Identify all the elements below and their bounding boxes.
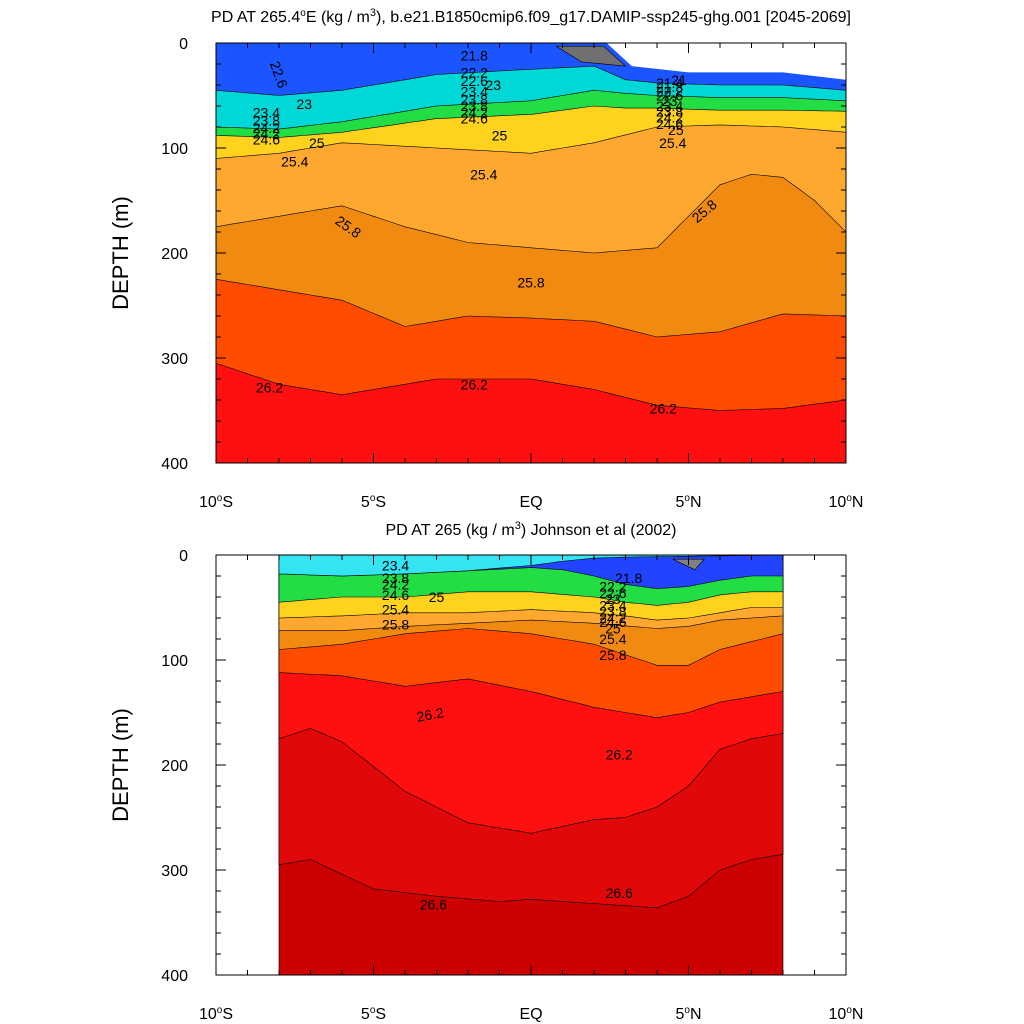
contour-label: 23 bbox=[485, 77, 501, 93]
contour-label: 22.2 bbox=[461, 64, 488, 80]
contour-label: 24.2 bbox=[253, 125, 280, 141]
contour-label: 23.8 bbox=[461, 98, 488, 114]
contour-label: 23.8 bbox=[461, 92, 488, 108]
y-tick-label: 0 bbox=[179, 36, 188, 53]
y-tick-label: 200 bbox=[161, 246, 188, 263]
y-tick-label: 200 bbox=[161, 758, 188, 775]
contour-label: 23.8 bbox=[253, 113, 280, 129]
contour-label: 24.2 bbox=[461, 104, 488, 120]
chart-title: PD AT 265.4oE (kg / m3), b.e21.B1850cmip… bbox=[211, 7, 851, 26]
x-tick-label: 5oS bbox=[361, 1005, 386, 1023]
y-tick-label: 100 bbox=[161, 141, 188, 158]
chart-title: PD AT 265 (kg / m3) Johnson et al (2002) bbox=[385, 520, 676, 539]
contour-label: 26.2 bbox=[256, 379, 283, 395]
y-axis-title: DEPTH (m) bbox=[108, 196, 133, 310]
contour-label: 21.4 bbox=[656, 75, 683, 91]
contour-label: 21.8 bbox=[461, 48, 488, 64]
contour-label: 23 bbox=[296, 96, 312, 112]
contour-label: 25 bbox=[605, 621, 621, 637]
contour-label: 23.8 bbox=[382, 570, 409, 586]
contour-label: 23.4 bbox=[599, 597, 626, 613]
contour-label: 23.8 bbox=[599, 604, 626, 620]
contour-label: 25 bbox=[429, 589, 445, 605]
contour-label: 26.2 bbox=[461, 376, 488, 392]
contour-label: 26.6 bbox=[606, 885, 633, 901]
contour-label: 23 bbox=[605, 591, 621, 607]
contour-label: 25.8 bbox=[517, 274, 544, 290]
contour-label: 22.6 bbox=[599, 585, 626, 601]
contour-label: 24.6 bbox=[599, 614, 626, 630]
x-tick-label: 10oS bbox=[199, 1005, 233, 1023]
contour-label: 25 bbox=[668, 122, 684, 138]
contour-label: 24.2 bbox=[599, 610, 626, 626]
y-axis-title: DEPTH (m) bbox=[108, 708, 133, 822]
contour-label: 21 bbox=[671, 72, 687, 88]
y-tick-label: 400 bbox=[161, 968, 188, 985]
x-tick-label: 5oN bbox=[675, 493, 701, 511]
panel-johnson-2002: PD AT 265 (kg / m3) Johnson et al (2002)… bbox=[108, 520, 863, 1023]
contour-label: 26.2 bbox=[415, 704, 445, 725]
y-tick-label: 300 bbox=[161, 863, 188, 880]
x-tick-label: 5oS bbox=[361, 493, 386, 511]
contour-label: 26.2 bbox=[606, 747, 633, 763]
dark-grey-patch bbox=[555, 45, 627, 67]
y-tick-label: 300 bbox=[161, 351, 188, 368]
contour-label: 25.4 bbox=[281, 154, 308, 170]
x-tick-label: 5oN bbox=[675, 1005, 701, 1023]
panel-model-ssp245: PD AT 265.4oE (kg / m3), b.e21.B1850cmip… bbox=[108, 7, 863, 511]
contour-label: 23.4 bbox=[253, 104, 280, 120]
y-tick-label: 400 bbox=[161, 456, 188, 473]
contour-fill-group bbox=[278, 555, 784, 975]
contour-label: 23.4 bbox=[382, 558, 409, 574]
contour-label: 23 bbox=[662, 93, 678, 109]
contour-label: 24.6 bbox=[253, 132, 280, 148]
x-tick-label: 10oN bbox=[829, 1005, 864, 1023]
no-data-region bbox=[571, 43, 846, 80]
contour-label: 24.6 bbox=[461, 111, 488, 127]
y-tick-label: 100 bbox=[161, 653, 188, 670]
contour-label: 22.2 bbox=[656, 83, 683, 99]
contour-label: 25.4 bbox=[470, 166, 497, 182]
contour-label: 21.8 bbox=[615, 570, 642, 586]
contour-label: 25.4 bbox=[382, 602, 409, 618]
contour-label: 25.4 bbox=[599, 631, 626, 647]
contour-label: 22.2 bbox=[599, 579, 626, 595]
contour-label: 24.2 bbox=[253, 120, 280, 136]
contour-label: 25 bbox=[492, 127, 508, 143]
contour-label: 24.6 bbox=[656, 116, 683, 132]
contour-label: 23.8 bbox=[656, 103, 683, 119]
contour-label: 25.8 bbox=[382, 616, 409, 632]
contour-label: 25.4 bbox=[659, 135, 686, 151]
x-tick-label: EQ bbox=[519, 494, 542, 511]
contour-label: 22.6 bbox=[656, 88, 683, 104]
x-tick-label: EQ bbox=[519, 1006, 542, 1023]
x-tick-label: 10oS bbox=[199, 493, 233, 511]
contour-label: 26.2 bbox=[650, 400, 677, 416]
contour-label: 26.6 bbox=[420, 897, 447, 913]
contour-label: 23.4 bbox=[461, 83, 488, 99]
contour-fill-group bbox=[216, 43, 846, 463]
contour-label: 25 bbox=[309, 135, 325, 151]
contour-label: 24.2 bbox=[656, 110, 683, 126]
contour-label: 24.6 bbox=[382, 587, 409, 603]
contour-band--23-4 bbox=[278, 555, 784, 577]
x-tick-label: 10oN bbox=[829, 493, 864, 511]
contour-label: 24.2 bbox=[382, 576, 409, 592]
contour-label: 23.4 bbox=[656, 98, 683, 114]
contour-label: 21.8 bbox=[656, 79, 683, 95]
y-tick-label: 0 bbox=[179, 548, 188, 565]
contour-label: 25.8 bbox=[599, 647, 626, 663]
contour-label: 22.6 bbox=[461, 73, 488, 89]
